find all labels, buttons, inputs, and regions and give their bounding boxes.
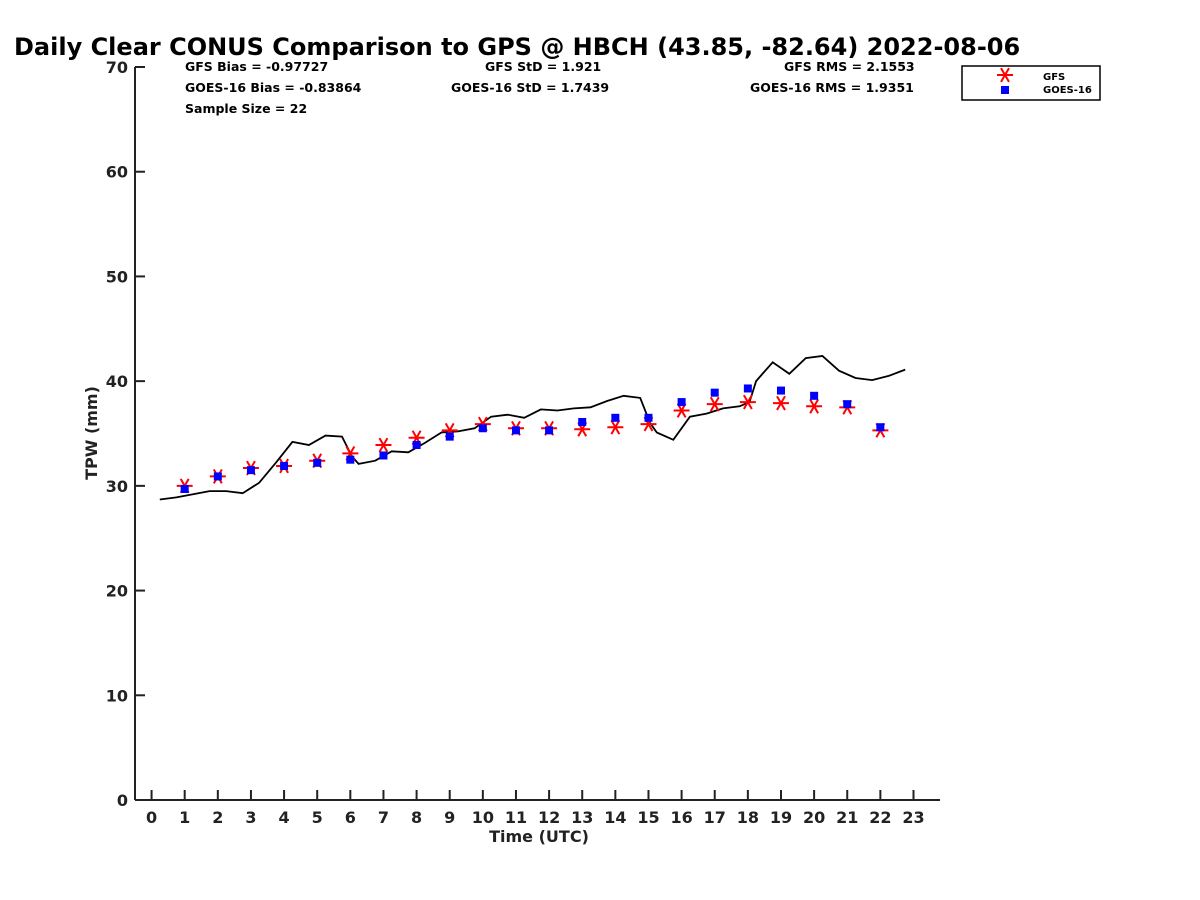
y-tick-label: 10 [106, 686, 128, 705]
x-tick-label: 6 [345, 808, 356, 827]
x-tick-label: 0 [146, 808, 157, 827]
goes-point [379, 451, 388, 460]
x-tick-label: 15 [637, 808, 659, 827]
asterisk-stroke [1000, 67, 1010, 83]
legend-gfs-marker [997, 67, 1013, 83]
x-tick-label: 21 [836, 808, 858, 827]
x-tick-label: 12 [538, 808, 560, 827]
goes-point [213, 472, 222, 481]
goes-point [346, 455, 355, 464]
x-tick-label: 3 [245, 808, 256, 827]
goes-point [776, 386, 785, 395]
y-tick-label: 20 [106, 582, 128, 601]
gfs-point [706, 396, 723, 412]
legend-box [961, 65, 1101, 101]
stat-goes-bias: GOES-16 Bias = -0.83864 [185, 80, 362, 95]
gfs-point [739, 394, 756, 410]
stat-sample-size: Sample Size = 22 [185, 101, 307, 116]
y-tick-label: 60 [106, 163, 128, 182]
x-tick-label: 9 [444, 808, 455, 827]
asterisk-stroke [742, 394, 753, 410]
goes-point [280, 461, 289, 470]
x-axis-label: Time (UTC) [489, 827, 589, 846]
x-tick-label: 11 [505, 808, 527, 827]
stats-block: GFS Bias = -0.97727 GOES-16 Bias = -0.83… [185, 59, 915, 116]
stat-gfs-rms: GFS RMS = 2.1553 [784, 59, 915, 74]
stat-gfs-std: GFS StD = 1.921 [485, 59, 601, 74]
gps-line [159, 355, 906, 501]
x-tick-label: 1 [179, 808, 190, 827]
axes: 0 1 2 3 4 5 6 7 8 9 10 11 12 13 14 15 16 17 18 19 20 21 22 2301… [106, 58, 940, 827]
goes-point [710, 388, 719, 397]
x-tick-label: 5 [312, 808, 323, 827]
x-tick-label: 8 [411, 808, 422, 827]
asterisk-stroke [610, 419, 621, 435]
gfs-point [772, 395, 789, 411]
goes-point [412, 441, 421, 450]
goes-point [743, 384, 752, 393]
x-tick-label: 2 [212, 808, 223, 827]
goes-point [545, 426, 554, 435]
x-tick-label: 20 [803, 808, 825, 827]
goes-point [246, 466, 255, 475]
x-tick-label: 19 [770, 808, 792, 827]
stat-goes-rms: GOES-16 RMS = 1.9351 [750, 80, 914, 95]
goes-point [578, 417, 587, 426]
y-axis-label: TPW (mm) [82, 386, 101, 480]
goes-point [478, 424, 487, 433]
goes-point [644, 413, 653, 422]
asterisk-stroke [378, 437, 389, 453]
y-tick-label: 0 [117, 791, 128, 810]
x-tick-label: 10 [472, 808, 494, 827]
x-tick-label: 16 [670, 808, 692, 827]
goes-point [511, 426, 520, 435]
goes-point [677, 398, 686, 407]
x-tick-label: 22 [869, 808, 891, 827]
legend-asterisk [997, 67, 1013, 83]
legend-goes-label: GOES-16 [1043, 85, 1092, 96]
x-tick-label: 4 [279, 808, 290, 827]
goes-point [810, 391, 819, 400]
x-tick-label: 23 [902, 808, 924, 827]
x-tick-label: 14 [604, 808, 626, 827]
gps-series [159, 355, 906, 501]
x-tick-label: 18 [737, 808, 759, 827]
y-tick-label: 50 [106, 267, 128, 286]
stat-gfs-bias: GFS Bias = -0.97727 [185, 59, 328, 74]
stat-goes-std: GOES-16 StD = 1.7439 [451, 80, 609, 95]
y-tick-label: 30 [106, 477, 128, 496]
goes-point [876, 423, 885, 432]
gfs-series [176, 394, 889, 494]
legend-goes-marker [1001, 86, 1009, 94]
goes-point [445, 432, 454, 441]
asterisk-stroke [776, 395, 786, 411]
x-tick-label: 17 [704, 808, 726, 827]
goes-point [180, 484, 189, 493]
goes-point [313, 458, 322, 467]
legend-gfs-label: GFS [1043, 72, 1065, 83]
asterisk-stroke [809, 398, 819, 414]
gfs-point [806, 398, 823, 414]
x-tick-label: 7 [378, 808, 389, 827]
goes-point [843, 400, 852, 409]
x-tick-label: 13 [571, 808, 593, 827]
gfs-point [375, 437, 392, 453]
asterisk-stroke [709, 396, 720, 412]
goes-point [611, 413, 620, 422]
legend: GFS GOES-16 [961, 65, 1101, 101]
goes-series [180, 384, 885, 493]
y-tick-label: 70 [106, 58, 128, 77]
y-tick-label: 40 [106, 372, 128, 391]
chart-title: Daily Clear CONUS Comparison to GPS @ HB… [14, 33, 1020, 61]
gfs-point [607, 419, 624, 435]
